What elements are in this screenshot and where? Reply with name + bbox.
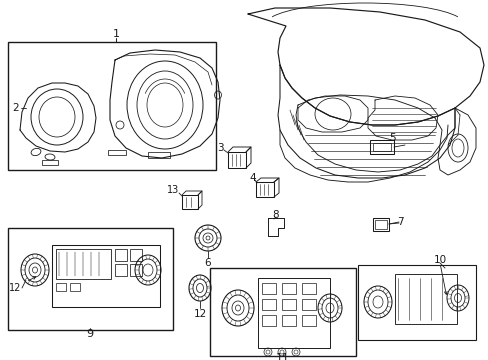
Bar — [42, 160, 58, 165]
Bar — [282, 315, 295, 326]
Bar — [115, 264, 127, 276]
Bar — [70, 283, 80, 291]
Bar — [302, 283, 315, 294]
Bar — [130, 249, 142, 261]
Text: 9: 9 — [86, 329, 93, 339]
Bar — [372, 218, 388, 231]
Text: 1: 1 — [112, 29, 119, 39]
Bar — [108, 150, 126, 155]
Text: 7: 7 — [396, 217, 403, 227]
Bar — [369, 140, 393, 154]
Bar — [302, 299, 315, 310]
Text: 5: 5 — [389, 133, 395, 143]
Bar — [357, 265, 475, 340]
Bar — [115, 249, 127, 261]
Bar — [302, 315, 315, 326]
Bar — [56, 249, 111, 279]
Text: 12: 12 — [9, 283, 21, 293]
Text: 4: 4 — [249, 173, 256, 183]
Text: 3: 3 — [216, 143, 223, 153]
Bar — [282, 283, 295, 294]
Bar — [262, 283, 275, 294]
Text: 6: 6 — [204, 258, 211, 268]
Bar — [258, 278, 329, 348]
Text: 2: 2 — [13, 103, 19, 113]
Bar — [227, 152, 245, 168]
Bar — [262, 315, 275, 326]
Bar — [130, 264, 142, 276]
Bar — [182, 195, 198, 209]
Bar — [372, 143, 390, 151]
Bar — [262, 299, 275, 310]
Bar — [394, 274, 456, 324]
Text: 12: 12 — [193, 309, 206, 319]
Text: 10: 10 — [432, 255, 446, 265]
Bar — [282, 299, 295, 310]
Bar — [256, 182, 273, 197]
Bar — [209, 268, 355, 356]
Bar — [52, 245, 160, 307]
Bar — [374, 220, 386, 229]
Text: 13: 13 — [166, 185, 179, 195]
Bar — [56, 283, 66, 291]
Text: 8: 8 — [272, 210, 279, 220]
Bar — [8, 42, 216, 170]
Bar — [8, 228, 173, 330]
Text: 11: 11 — [275, 353, 289, 360]
Bar — [148, 152, 170, 158]
